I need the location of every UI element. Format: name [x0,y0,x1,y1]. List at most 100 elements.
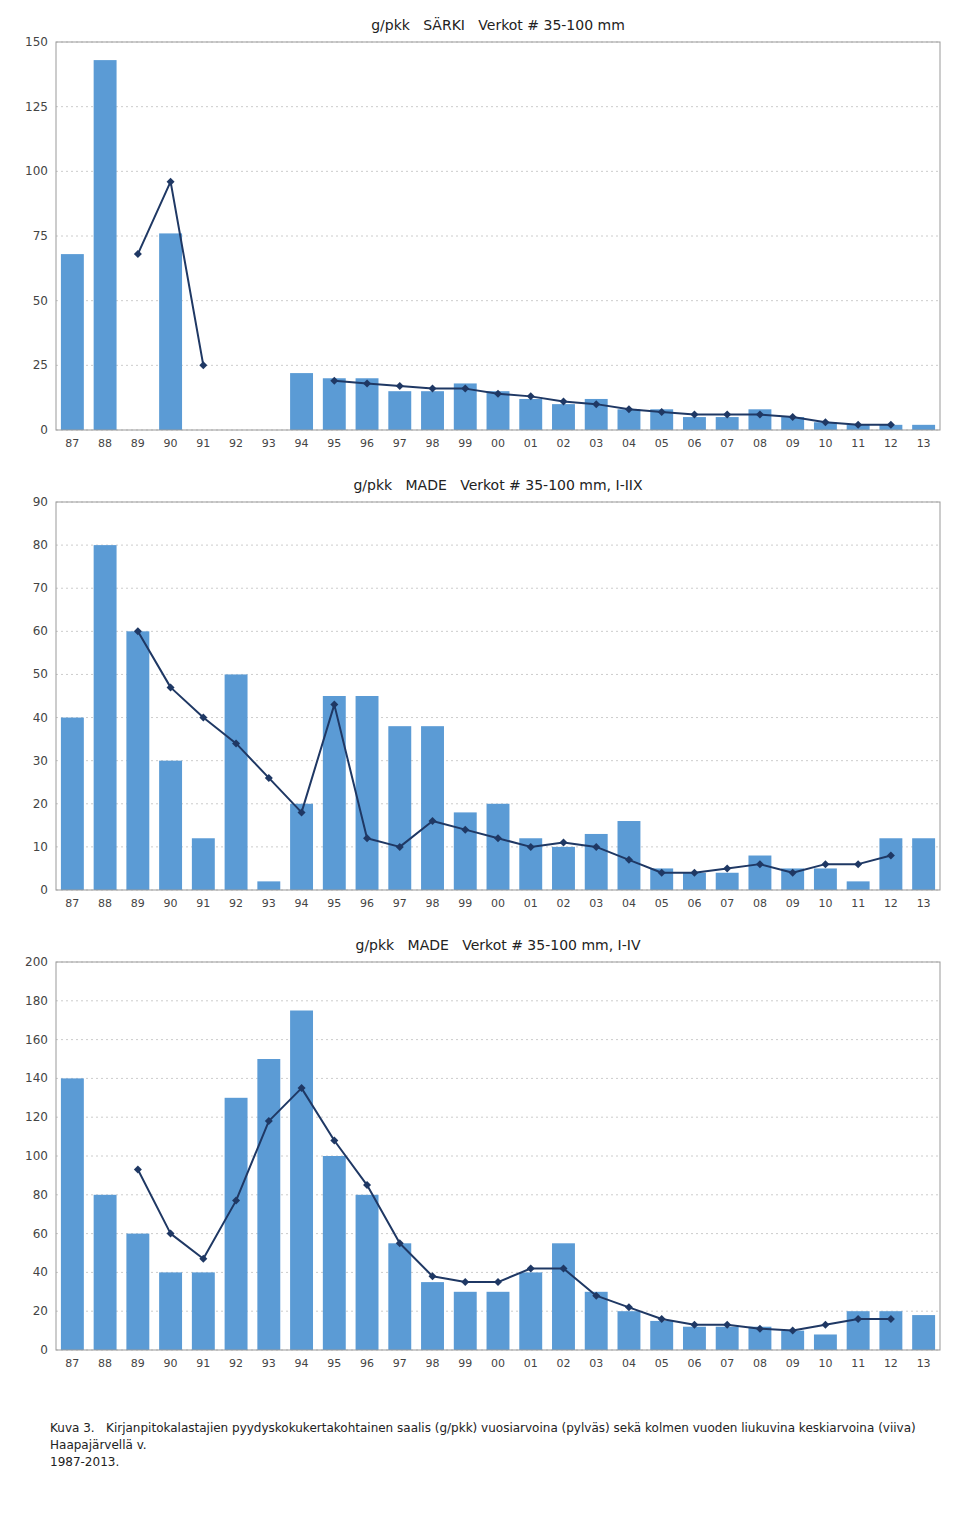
bar [323,696,346,890]
x-tick-label: 90 [164,897,178,910]
bar [126,1234,149,1350]
line-marker [625,856,633,864]
x-tick-label: 87 [65,1357,79,1370]
plot-frame [56,42,940,430]
y-tick-label: 20 [33,1304,48,1318]
grid-line [56,1078,940,1079]
grid-line [56,545,940,546]
line-marker [887,421,895,429]
x-tick-label: 89 [131,1357,145,1370]
y-tick-label: 120 [25,1110,48,1124]
line-marker [461,826,469,834]
x-tick-label: 01 [524,437,538,450]
bar [748,409,771,430]
y-tick-label: 150 [25,35,48,49]
line-marker [658,1315,666,1323]
x-tick-label: 11 [851,437,865,450]
grid-line [56,1272,940,1273]
x-tick-label: 12 [884,897,898,910]
bar [94,545,117,890]
y-tick-label: 100 [25,164,48,178]
x-tick-label: 05 [655,897,669,910]
line-marker [429,1272,437,1280]
x-tick-label: 04 [622,897,636,910]
x-tick-label: 95 [327,897,341,910]
bar [879,838,902,890]
line-marker [527,1265,535,1273]
bar [61,718,84,890]
bar [126,631,149,890]
bar [192,1272,215,1350]
y-tick-label: 70 [33,581,48,595]
bar [257,881,280,890]
y-tick-label: 140 [25,1071,48,1085]
line-marker [167,683,175,691]
y-tick-label: 20 [33,797,48,811]
x-tick-label: 91 [196,437,210,450]
line-marker [199,714,207,722]
bar [323,378,346,430]
line-marker [658,869,666,877]
y-tick-label: 80 [33,1188,48,1202]
x-tick-label: 87 [65,897,79,910]
x-tick-label: 13 [917,897,931,910]
y-tick-label: 60 [33,1227,48,1241]
bar [421,391,444,430]
x-tick-label: 11 [851,1357,865,1370]
line-marker [363,834,371,842]
bar [356,1195,379,1350]
grid-line [56,1039,940,1040]
x-tick-label: 94 [295,437,309,450]
line-marker [265,774,273,782]
line-marker [134,627,142,635]
chart-panel: g/pkk MADE Verkot # 35-100 mm, I-IV02040… [25,937,940,1370]
line [138,1088,891,1331]
y-tick-label: 0 [40,1343,48,1357]
x-tick-label: 89 [131,897,145,910]
line-marker [559,398,567,406]
line-marker [330,1136,338,1144]
line-marker [756,860,764,868]
x-tick-label: 06 [687,1357,701,1370]
y-tick-label: 0 [40,883,48,897]
line-marker [690,410,698,418]
line-marker [461,1278,469,1286]
bar [519,1272,542,1350]
grid-line [56,1000,940,1001]
line-marker [625,1303,633,1311]
charts: g/pkk SÄRKI Verkot # 35-100 mm0255075100… [0,0,960,1410]
bar [323,1156,346,1350]
x-tick-label: 03 [589,1357,603,1370]
x-tick-label: 05 [655,1357,669,1370]
x-tick-label: 91 [196,1357,210,1370]
x-tick-label: 98 [426,437,440,450]
grid-line [56,300,940,301]
bar [683,417,706,430]
line-marker [592,1292,600,1300]
line-marker [265,1117,273,1125]
x-tick-label: 92 [229,1357,243,1370]
bar [94,1195,117,1350]
x-tick-label: 07 [720,437,734,450]
line-marker [494,390,502,398]
bar [552,1243,575,1350]
line [138,182,891,425]
y-tick-label: 75 [33,229,48,243]
x-tick-label: 07 [720,1357,734,1370]
x-tick-label: 04 [622,437,636,450]
y-tick-label: 125 [25,100,48,114]
x-tick-label: 07 [720,897,734,910]
x-tick-label: 04 [622,1357,636,1370]
x-tick-label: 12 [884,437,898,450]
line-marker [461,385,469,393]
y-tick-label: 200 [25,955,48,969]
line-marker [592,843,600,851]
bar [388,391,411,430]
x-tick-label: 00 [491,437,505,450]
x-tick-label: 10 [818,897,832,910]
bar [192,838,215,890]
x-tick-label: 05 [655,437,669,450]
bar [356,696,379,890]
x-tick-label: 09 [786,437,800,450]
line-marker [592,400,600,408]
